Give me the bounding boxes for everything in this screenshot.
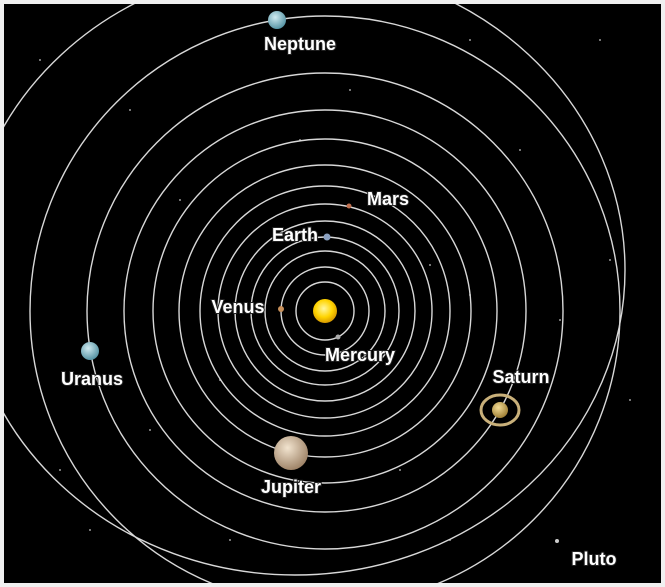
planet-label: Mercury — [325, 345, 395, 365]
planet — [336, 335, 341, 340]
planet — [81, 342, 99, 360]
planet-label: Pluto — [572, 549, 617, 569]
planet — [278, 306, 284, 312]
planet-label: Jupiter — [261, 477, 321, 497]
planet — [324, 234, 331, 241]
sun — [313, 299, 337, 323]
planet — [492, 402, 508, 418]
planet — [347, 204, 352, 209]
planet-label: Earth — [272, 225, 318, 245]
planet-label: Venus — [211, 297, 264, 317]
planet-label: Neptune — [264, 34, 336, 54]
solar-system-diagram: Mercury Venus Earth Mars Jupiter Saturn … — [0, 0, 665, 587]
planet-label: Mars — [367, 189, 409, 209]
planet-label: Uranus — [61, 369, 123, 389]
planet — [555, 539, 559, 543]
planet-label: Saturn — [492, 367, 549, 387]
planet — [268, 11, 286, 29]
planet — [274, 436, 308, 470]
